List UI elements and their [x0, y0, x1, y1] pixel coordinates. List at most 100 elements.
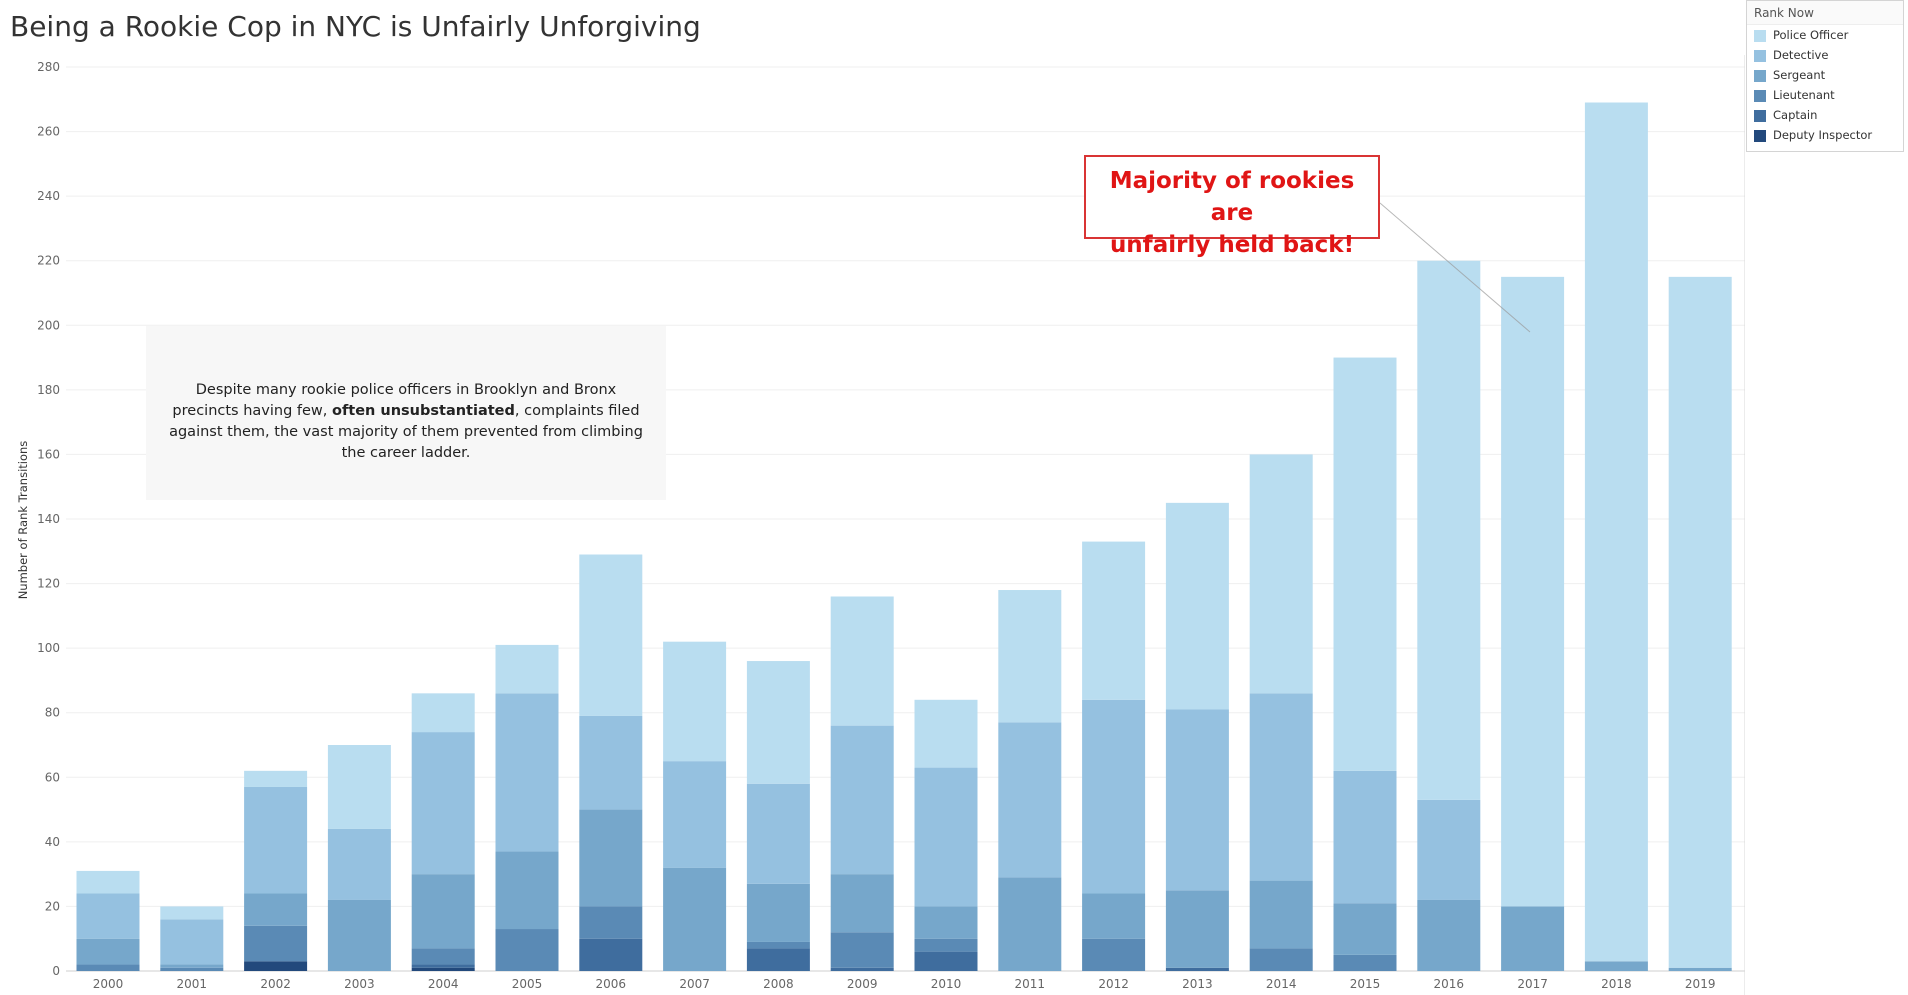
x-tick-label: 2007	[679, 977, 710, 991]
bar-segment[interactable]	[1249, 454, 1313, 694]
bar-segment[interactable]	[830, 725, 894, 875]
bar-segment[interactable]	[76, 938, 140, 965]
bar-segment[interactable]	[76, 893, 140, 939]
bar-segment[interactable]	[1333, 954, 1397, 971]
bar-segment[interactable]	[495, 929, 559, 971]
bar-segment[interactable]	[411, 967, 475, 971]
bar-segment[interactable]	[830, 874, 894, 933]
bar-segment[interactable]	[160, 919, 224, 965]
bar-segment[interactable]	[160, 967, 224, 971]
bar-segment[interactable]	[1165, 502, 1229, 710]
bar-segment[interactable]	[411, 964, 475, 968]
bar-segment[interactable]	[830, 596, 894, 726]
bar-segment[interactable]	[1584, 102, 1648, 962]
bar-segment[interactable]	[663, 867, 727, 971]
bar-segment[interactable]	[746, 783, 810, 884]
legend-item[interactable]: Lieutenant	[1747, 85, 1903, 105]
bar-segment[interactable]	[1165, 890, 1229, 968]
bar-segment[interactable]	[830, 932, 894, 968]
bar-segment[interactable]	[1333, 357, 1397, 771]
bar-segment[interactable]	[914, 767, 978, 907]
legend-items: Police Officer Detective Sergeant Lieutenan…	[1747, 25, 1903, 145]
bar-segment[interactable]	[1501, 906, 1565, 971]
bar-segment[interactable]	[76, 964, 140, 971]
bar-segment[interactable]	[1417, 799, 1481, 900]
x-tick-label: 2017	[1517, 977, 1548, 991]
bar-segment[interactable]	[914, 951, 978, 971]
bar-segment[interactable]	[244, 786, 308, 894]
legend-swatch	[1754, 50, 1766, 62]
bar-segment[interactable]	[1165, 967, 1229, 971]
legend-item[interactable]: Police Officer	[1747, 25, 1903, 45]
bar-segment[interactable]	[160, 906, 224, 920]
x-tick-label: 2000	[93, 977, 124, 991]
bar-segment[interactable]	[244, 770, 308, 787]
y-tick-label: 240	[37, 189, 60, 203]
bar-segment[interactable]	[830, 967, 894, 971]
bar-segment[interactable]	[746, 883, 810, 942]
bar-segment[interactable]	[579, 906, 643, 939]
bar-segment[interactable]	[411, 732, 475, 875]
bar-segment[interactable]	[746, 661, 810, 784]
bar-segment[interactable]	[1417, 260, 1481, 800]
bar-segment[interactable]	[1082, 541, 1146, 700]
bar-segment[interactable]	[998, 877, 1062, 971]
bar-segment[interactable]	[1082, 893, 1146, 939]
bar-segment[interactable]	[411, 874, 475, 949]
bar-segment[interactable]	[663, 761, 727, 868]
bar-segment[interactable]	[746, 941, 810, 949]
bar-segment[interactable]	[495, 851, 559, 930]
bar-segment[interactable]	[914, 699, 978, 768]
bar-segment[interactable]	[998, 722, 1062, 878]
bar-segment[interactable]	[76, 870, 140, 894]
bar-segment[interactable]	[1249, 693, 1313, 881]
legend-item[interactable]: Deputy Inspector	[1747, 125, 1903, 145]
bar-segment[interactable]	[160, 964, 224, 968]
bar-segment[interactable]	[914, 906, 978, 939]
bar-segment[interactable]	[411, 693, 475, 733]
bar-segment[interactable]	[579, 809, 643, 907]
bar-segment[interactable]	[1668, 967, 1732, 971]
y-tick-label: 60	[45, 770, 60, 784]
legend-item[interactable]: Detective	[1747, 45, 1903, 65]
bar-segment[interactable]	[579, 938, 643, 971]
bar-segment[interactable]	[1082, 699, 1146, 894]
y-tick-label: 120	[37, 577, 60, 591]
bar-segment[interactable]	[1501, 276, 1565, 907]
bar-segment[interactable]	[495, 693, 559, 852]
bar-segment[interactable]	[327, 828, 391, 900]
legend-item[interactable]: Sergeant	[1747, 65, 1903, 85]
bar-segment[interactable]	[1249, 880, 1313, 949]
bar-segment[interactable]	[1417, 899, 1481, 971]
bar-segment[interactable]	[244, 893, 308, 926]
bar-segment[interactable]	[495, 644, 559, 694]
bar-segment[interactable]	[327, 745, 391, 829]
legend: Rank Now Police Officer Detective Sergeant…	[1746, 0, 1904, 152]
legend-swatch	[1754, 70, 1766, 82]
legend-swatch	[1754, 30, 1766, 42]
bar-segment[interactable]	[914, 938, 978, 952]
bar-segment[interactable]	[1668, 276, 1732, 968]
bar-segment[interactable]	[244, 961, 308, 971]
y-tick-label: 140	[37, 512, 60, 526]
gridlines	[66, 66, 1745, 972]
bar-segment[interactable]	[1333, 770, 1397, 904]
bar-segment[interactable]	[579, 715, 643, 810]
legend-title: Rank Now	[1747, 1, 1903, 25]
bar-segment[interactable]	[244, 925, 308, 962]
bar-segment[interactable]	[1082, 938, 1146, 971]
bar-segment[interactable]	[1584, 961, 1648, 971]
bar-segment[interactable]	[1165, 709, 1229, 891]
legend-item[interactable]: Captain	[1747, 105, 1903, 125]
x-tick-label: 2015	[1350, 977, 1381, 991]
x-tick-label: 2005	[512, 977, 543, 991]
bar-segment[interactable]	[663, 641, 727, 762]
bar-segment[interactable]	[998, 590, 1062, 723]
bar-segment[interactable]	[411, 948, 475, 965]
annotation-text-before: Despite many rookie police officers in B…	[172, 382, 617, 419]
bar-segment[interactable]	[1249, 948, 1313, 971]
bar-segment[interactable]	[746, 948, 810, 971]
bar-segment[interactable]	[1333, 903, 1397, 955]
bar-segment[interactable]	[327, 899, 391, 971]
bar-segment[interactable]	[579, 554, 643, 716]
